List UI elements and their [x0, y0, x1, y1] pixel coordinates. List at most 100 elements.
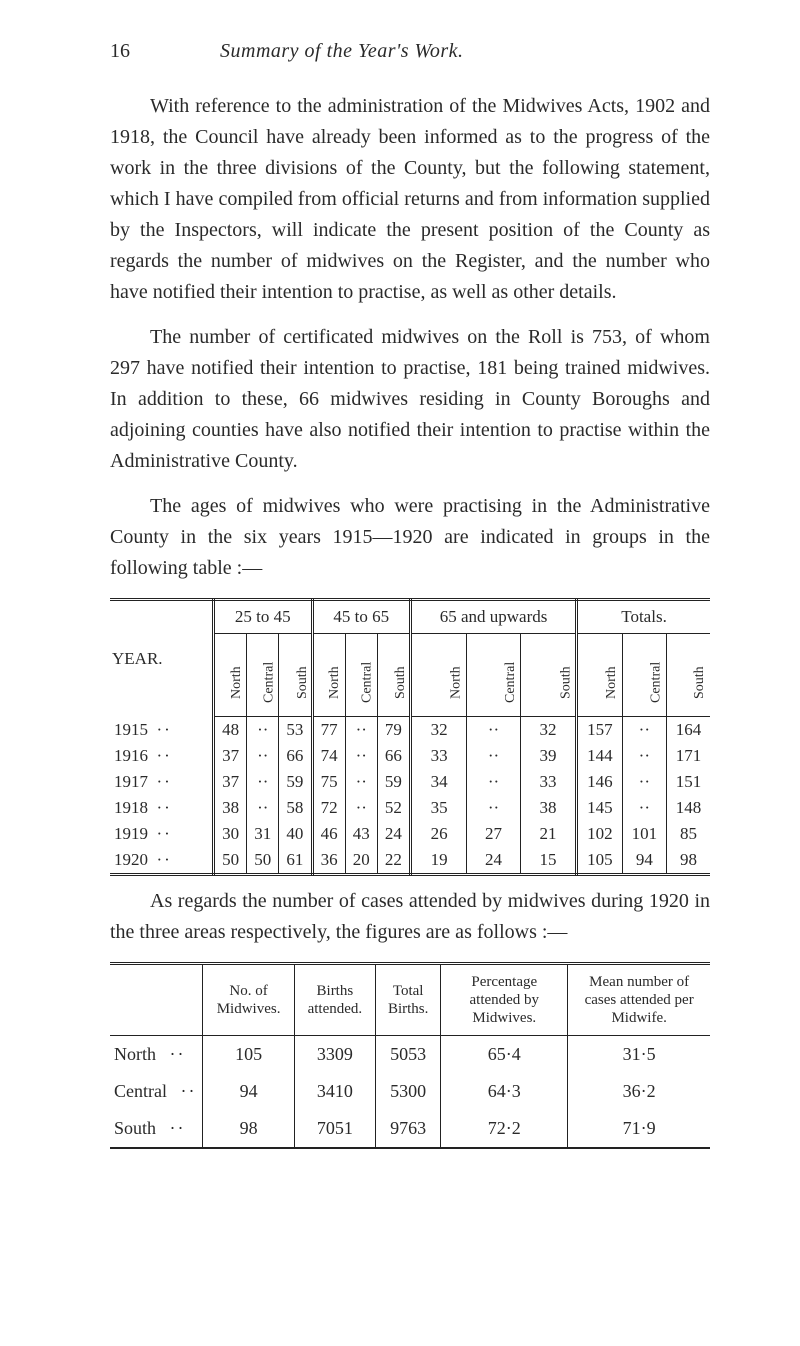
- cell: 59: [279, 769, 312, 795]
- cell: ··: [622, 717, 666, 744]
- cell: ··: [345, 769, 377, 795]
- cell: 46: [312, 821, 345, 847]
- cell: 102: [577, 821, 623, 847]
- cell: 144: [577, 743, 623, 769]
- cell: 105: [203, 1036, 294, 1074]
- cell: 48: [214, 717, 247, 744]
- running-title: Summary of the Year's Work.: [220, 40, 464, 63]
- cell: 101: [622, 821, 666, 847]
- table-row: Central ·· 94 3410 5300 64·3 36·2: [110, 1073, 710, 1110]
- cell: 79: [377, 717, 410, 744]
- page-number: 16: [110, 40, 130, 63]
- cell: 3309: [294, 1036, 375, 1074]
- cell: ··: [247, 743, 279, 769]
- cell: 66: [279, 743, 312, 769]
- col-header: Percentage attended by Midwives.: [441, 964, 568, 1036]
- page: 16 Summary of the Year's Work. With refe…: [0, 0, 800, 1209]
- sub-header: North: [411, 634, 467, 717]
- page-header: 16 Summary of the Year's Work.: [110, 40, 710, 63]
- cell: ··: [622, 769, 666, 795]
- cell: 105: [577, 847, 623, 875]
- cell: 15: [520, 847, 576, 875]
- cell: 5300: [376, 1073, 441, 1110]
- year-cell: 1920 ··: [110, 847, 214, 875]
- table-row: No. of Midwives. Births attended. Total …: [110, 964, 710, 1036]
- year-cell: 1916 ··: [110, 743, 214, 769]
- sub-header: Central: [345, 634, 377, 717]
- col-header: [110, 964, 203, 1036]
- cell: 37: [214, 769, 247, 795]
- row-label: Central ··: [110, 1073, 203, 1110]
- year-header: YEAR.: [110, 600, 214, 717]
- cell: 151: [666, 769, 710, 795]
- cell: 50: [214, 847, 247, 875]
- cell: ··: [247, 769, 279, 795]
- cell: 40: [279, 821, 312, 847]
- cell: 146: [577, 769, 623, 795]
- sub-header: North: [312, 634, 345, 717]
- sub-header: Central: [247, 634, 279, 717]
- year-cell: 1919 ··: [110, 821, 214, 847]
- cell: 75: [312, 769, 345, 795]
- age-table: YEAR. 25 to 45 45 to 65 65 and upwards T…: [110, 598, 710, 876]
- cell: 59: [377, 769, 410, 795]
- cell: 36·2: [568, 1073, 710, 1110]
- cell: 71·9: [568, 1110, 710, 1148]
- sub-header: South: [279, 634, 312, 717]
- paragraph-2: The number of certificated midwives on t…: [110, 322, 710, 477]
- cell: 171: [666, 743, 710, 769]
- cell: 22: [377, 847, 410, 875]
- paragraph-3: The ages of midwives who were practising…: [110, 491, 710, 584]
- cell: ··: [345, 743, 377, 769]
- table-row: 1916 ·· 37 ·· 66 74 ·· 66 33 ·· 39 144 ·…: [110, 743, 710, 769]
- cell: ··: [467, 795, 521, 821]
- sub-header: Central: [622, 634, 666, 717]
- cell: ··: [467, 743, 521, 769]
- table-row: 1918 ·· 38 ·· 58 72 ·· 52 35 ·· 38 145 ·…: [110, 795, 710, 821]
- cell: 94: [203, 1073, 294, 1110]
- cell: ··: [345, 717, 377, 744]
- table-row: 1920 ·· 50 50 61 36 20 22 19 24 15 105 9…: [110, 847, 710, 875]
- sub-header: South: [520, 634, 576, 717]
- group-header: Totals.: [577, 600, 710, 634]
- sub-header: North: [577, 634, 623, 717]
- cell: 34: [411, 769, 467, 795]
- cell: 145: [577, 795, 623, 821]
- cell: ··: [467, 769, 521, 795]
- cell: 72·2: [441, 1110, 568, 1148]
- cell: 19: [411, 847, 467, 875]
- cell: 24: [467, 847, 521, 875]
- cell: 27: [467, 821, 521, 847]
- row-label: South ··: [110, 1110, 203, 1148]
- cell: 72: [312, 795, 345, 821]
- cell: 94: [622, 847, 666, 875]
- col-header: Total Births.: [376, 964, 441, 1036]
- cell: ··: [247, 795, 279, 821]
- cell: 20: [345, 847, 377, 875]
- cell: ··: [247, 717, 279, 744]
- cell: ··: [467, 717, 521, 744]
- row-label: North ··: [110, 1036, 203, 1074]
- year-cell: 1918 ··: [110, 795, 214, 821]
- cell: 38: [520, 795, 576, 821]
- year-cell: 1915 ··: [110, 717, 214, 744]
- cell: 36: [312, 847, 345, 875]
- cell: 5053: [376, 1036, 441, 1074]
- cell: 52: [377, 795, 410, 821]
- cell: 31·5: [568, 1036, 710, 1074]
- cell: ··: [622, 743, 666, 769]
- cell: 9763: [376, 1110, 441, 1148]
- cell: 33: [411, 743, 467, 769]
- cell: 98: [203, 1110, 294, 1148]
- cell: 157: [577, 717, 623, 744]
- table-row: 1917 ·· 37 ·· 59 75 ·· 59 34 ·· 33 146 ·…: [110, 769, 710, 795]
- group-header: 65 and upwards: [411, 600, 577, 634]
- group-header: 45 to 65: [312, 600, 411, 634]
- table-row: North ·· 105 3309 5053 65·4 31·5: [110, 1036, 710, 1074]
- col-header: Births attended.: [294, 964, 375, 1036]
- col-header: Mean number of cases attended per Midwif…: [568, 964, 710, 1036]
- year-cell: 1917 ··: [110, 769, 214, 795]
- cases-table: No. of Midwives. Births attended. Total …: [110, 962, 710, 1149]
- table-row: 1915 ·· 48 ·· 53 77 ·· 79 32 ·· 32 157 ·…: [110, 717, 710, 744]
- cell: 77: [312, 717, 345, 744]
